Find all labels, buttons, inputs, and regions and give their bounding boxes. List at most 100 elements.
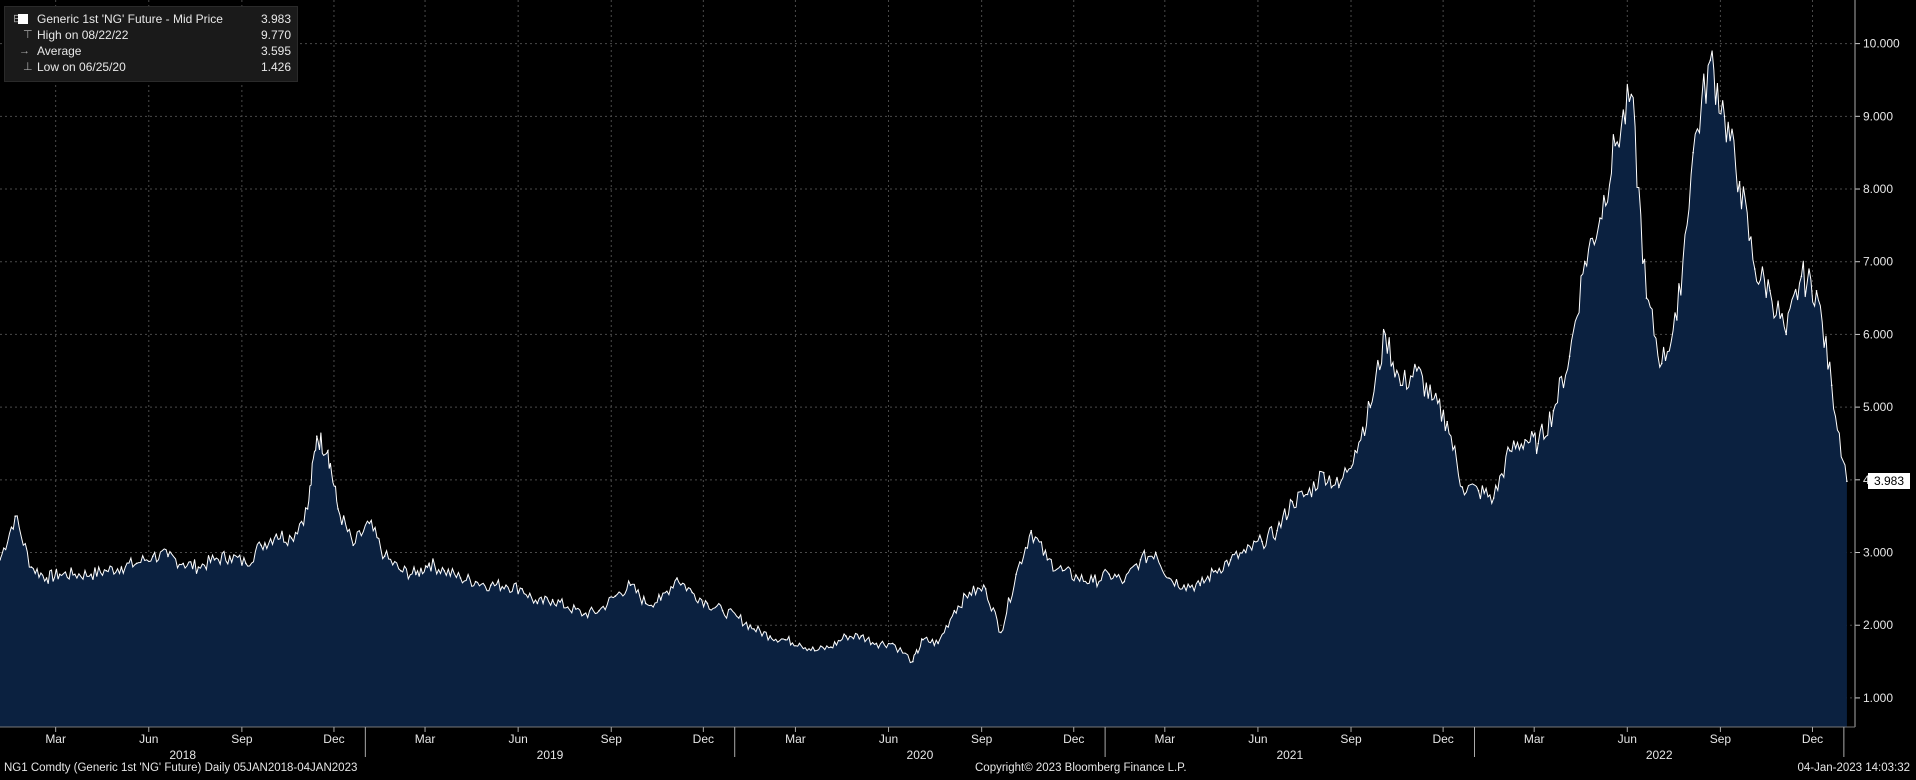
data-point (551, 599, 554, 601)
data-point (1000, 631, 1002, 634)
data-point (1461, 486, 1464, 488)
data-point (1568, 355, 1571, 358)
data-point (1108, 573, 1110, 576)
x-month-label: Sep (1340, 732, 1362, 746)
data-point (306, 508, 309, 510)
data-point (660, 599, 662, 601)
data-point (0, 559, 1, 561)
data-point (1709, 59, 1712, 62)
last-price-badge: 3.983 (1868, 473, 1910, 489)
data-point (614, 595, 617, 597)
data-point (260, 544, 262, 547)
data-point (1645, 297, 1648, 299)
data-point (813, 649, 816, 652)
data-point (290, 537, 293, 539)
data-point (1584, 260, 1586, 263)
data-point (1416, 370, 1418, 372)
data-point (1509, 449, 1511, 452)
data-point (629, 584, 632, 586)
y-tick-label: 3.000 (1863, 546, 1893, 560)
data-point (1815, 290, 1818, 292)
area-series (0, 50, 1848, 728)
data-point (135, 562, 138, 565)
data-point (891, 642, 894, 645)
x-month-label: Sep (971, 732, 993, 746)
data-point (105, 569, 108, 572)
data-point (753, 628, 755, 630)
data-point (167, 555, 169, 557)
legend-row-average: → Average 3.595 (5, 43, 295, 59)
data-point (1692, 151, 1694, 154)
data-point (1199, 584, 1201, 586)
x-month-label: Jun (139, 732, 158, 746)
y-tick-label: 1.000 (1863, 691, 1893, 705)
data-point (1785, 333, 1787, 336)
data-point (583, 613, 585, 616)
high-marker-icon: ⊤ (23, 29, 33, 41)
data-point (1723, 115, 1726, 118)
data-point (415, 573, 417, 576)
data-point (45, 577, 48, 579)
average-marker-icon: → (19, 45, 30, 57)
legend-last-value: 3.983 (260, 12, 291, 26)
collapse-icon[interactable]: ⊟ (13, 11, 29, 27)
data-point (1676, 319, 1678, 321)
data-point (428, 562, 430, 565)
x-month-label: Sep (1710, 732, 1732, 746)
x-year-label: 2019 (537, 748, 564, 762)
data-point (327, 449, 329, 452)
data-point (875, 642, 878, 645)
data-point (937, 642, 939, 645)
x-month-label: Dec (323, 732, 344, 746)
data-point (14, 515, 16, 517)
data-point (1660, 362, 1663, 365)
data-point (1168, 577, 1170, 579)
data-point (1354, 449, 1356, 452)
data-point (490, 584, 492, 586)
data-point (769, 635, 771, 637)
data-point (1524, 439, 1526, 441)
data-point (1800, 275, 1803, 278)
legend-average-value: 3.595 (260, 44, 291, 58)
data-point (1061, 569, 1064, 572)
data-point (1630, 93, 1633, 96)
data-point (1369, 406, 1372, 408)
data-point (1552, 410, 1555, 412)
data-point (721, 609, 724, 612)
x-month-label: Mar (1154, 732, 1175, 746)
legend-row-low: ⊥ Low on 06/25/20 1.426 (5, 59, 295, 75)
x-year-label: 2022 (1646, 748, 1673, 762)
data-point (1229, 559, 1232, 561)
x-year-label: 2021 (1276, 748, 1303, 762)
data-point (1245, 551, 1247, 554)
y-tick-label: 2.000 (1863, 618, 1893, 632)
data-point (1738, 181, 1741, 183)
data-point (1537, 442, 1539, 445)
data-point (1338, 486, 1340, 488)
x-year-label: 2020 (907, 748, 934, 762)
data-point (644, 602, 647, 605)
data-point (197, 566, 200, 568)
data-point (368, 522, 371, 525)
data-point (691, 591, 693, 594)
data-point (1214, 569, 1217, 572)
data-point (1092, 580, 1094, 583)
legend-high-value: 9.770 (260, 28, 291, 42)
data-point (1830, 384, 1833, 387)
data-point (536, 602, 539, 605)
data-point (1046, 559, 1049, 561)
data-point (74, 573, 76, 576)
data-point (676, 577, 678, 579)
data-point (459, 577, 462, 579)
data-point (1846, 480, 1848, 483)
data-point (228, 555, 231, 557)
data-point (1123, 580, 1126, 583)
data-point (1183, 584, 1185, 586)
legend-average-label: Average (37, 44, 82, 58)
y-axis: 1.0002.0003.0004.0005.0006.0007.0008.000… (1854, 0, 1900, 727)
x-month-label: Sep (601, 732, 623, 746)
data-point (352, 544, 355, 547)
x-axis: Mar Jun Sep Dec Mar Jun Sep Dec Mar Jun Sep Dec Mar J… (0, 726, 1855, 762)
y-tick-label: 9.000 (1863, 109, 1893, 123)
data-point (1291, 500, 1294, 503)
